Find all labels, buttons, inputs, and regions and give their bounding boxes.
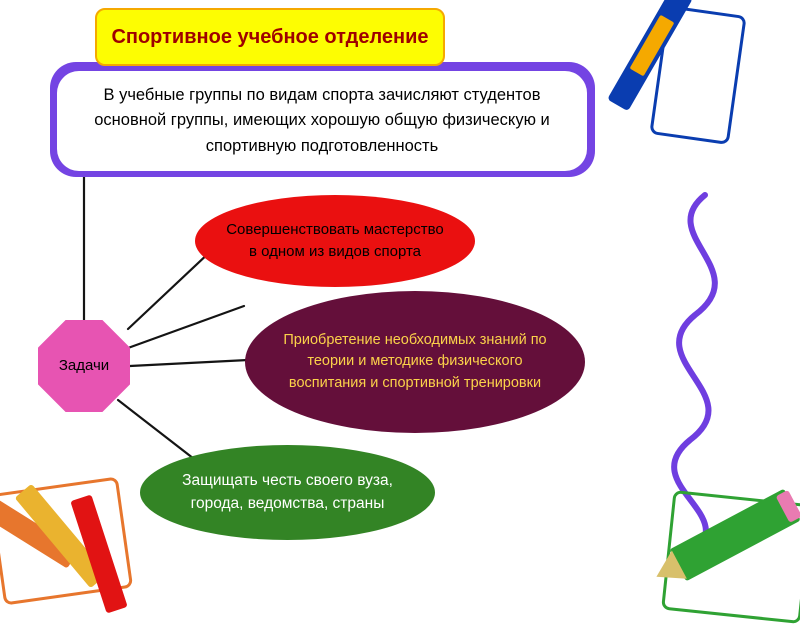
main-text: В учебные группы по видам спорта зачисля… xyxy=(79,83,565,160)
task-maroon: Приобретение необходимых знаний по теори… xyxy=(245,291,585,433)
crayons-bottom-left-icon xyxy=(0,475,143,620)
task-red-text: Совершенствовать мастерство в одном из в… xyxy=(223,219,447,264)
pencil-bottom-right-icon xyxy=(645,465,800,625)
task-green: Защищать честь своего вуза, города, ведо… xyxy=(140,445,435,540)
crayon-top-right-icon xyxy=(630,0,750,160)
tasks-hub-label: Задачи xyxy=(59,356,109,376)
main-inner: В учебные группы по видам спорта зачисля… xyxy=(57,71,587,171)
title-box: Спортивное учебное отделение xyxy=(95,8,445,66)
task-maroon-text: Приобретение необходимых знаний по теори… xyxy=(281,330,549,393)
task-red: Совершенствовать мастерство в одном из в… xyxy=(195,195,475,287)
title-text: Спортивное учебное отделение xyxy=(111,26,428,49)
task-green-text: Защищать честь своего вуза, города, ведо… xyxy=(174,470,401,515)
